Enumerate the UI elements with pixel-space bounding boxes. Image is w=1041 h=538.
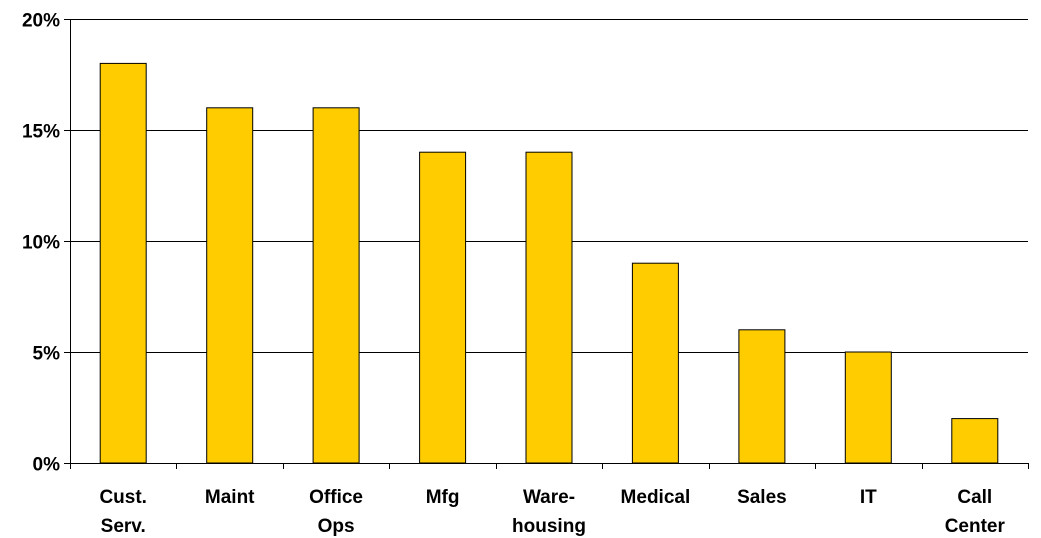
bar-6	[738, 329, 786, 464]
x-tick-label-line: Medical	[621, 487, 691, 508]
x-tick-label-0: Cust. Serv.	[99, 487, 147, 537]
y-tick-label-4: 20%	[22, 11, 60, 32]
y-tick-label-2: 10%	[22, 233, 60, 254]
x-tick-label-line: Maint	[205, 487, 255, 508]
x-tick-label-line: Sales	[737, 487, 787, 508]
x-tick-label-6: Sales	[737, 487, 787, 508]
x-tick-label-4: Ware-housing	[512, 487, 586, 537]
x-tick-label-5: Medical	[621, 487, 691, 508]
bar-0	[99, 62, 147, 464]
x-tick-label-line: Serv.	[101, 516, 146, 537]
bar-7	[844, 351, 892, 464]
bar-2	[312, 107, 360, 464]
x-tick-label-1: Maint	[205, 487, 255, 508]
bar-5	[631, 262, 679, 464]
x-tick-label-line: Call	[957, 487, 992, 508]
x-tick-label-line: Ops	[318, 516, 355, 537]
bar-4	[525, 151, 573, 464]
x-tick-label-3: Mfg	[426, 487, 460, 508]
x-tick-label-line: IT	[860, 487, 877, 508]
y-tick-labels: 0% 5% 10% 15% 20%	[22, 11, 60, 476]
x-tick-label-7: IT	[860, 487, 877, 508]
x-tick-label-line: Cust.	[99, 487, 147, 508]
y-tick-label-0: 0%	[33, 455, 61, 476]
axes	[64, 19, 1029, 469]
x-tick-label-8: Call Center	[945, 487, 1006, 537]
x-tick-label-line: Ware-	[523, 487, 575, 508]
y-tick-label-3: 15%	[22, 122, 60, 143]
x-tick-label-line: Office	[309, 487, 363, 508]
x-tick-label-2: Office Ops	[309, 487, 363, 537]
bar-3	[419, 151, 467, 464]
y-tick-label-1: 5%	[33, 344, 61, 365]
bars	[99, 62, 999, 464]
x-tick-label-line: Mfg	[426, 487, 460, 508]
bar-8	[951, 418, 999, 464]
x-tick-label-line: Center	[945, 516, 1006, 537]
x-tick-labels: Cust. Serv. Maint Office Ops Mfg Ware-housing M…	[99, 487, 1005, 537]
bar-1	[206, 107, 254, 464]
x-tick-label-line: housing	[512, 516, 586, 537]
